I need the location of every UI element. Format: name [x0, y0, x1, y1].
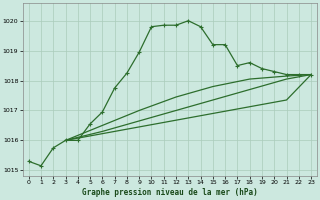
X-axis label: Graphe pression niveau de la mer (hPa): Graphe pression niveau de la mer (hPa): [82, 188, 258, 197]
